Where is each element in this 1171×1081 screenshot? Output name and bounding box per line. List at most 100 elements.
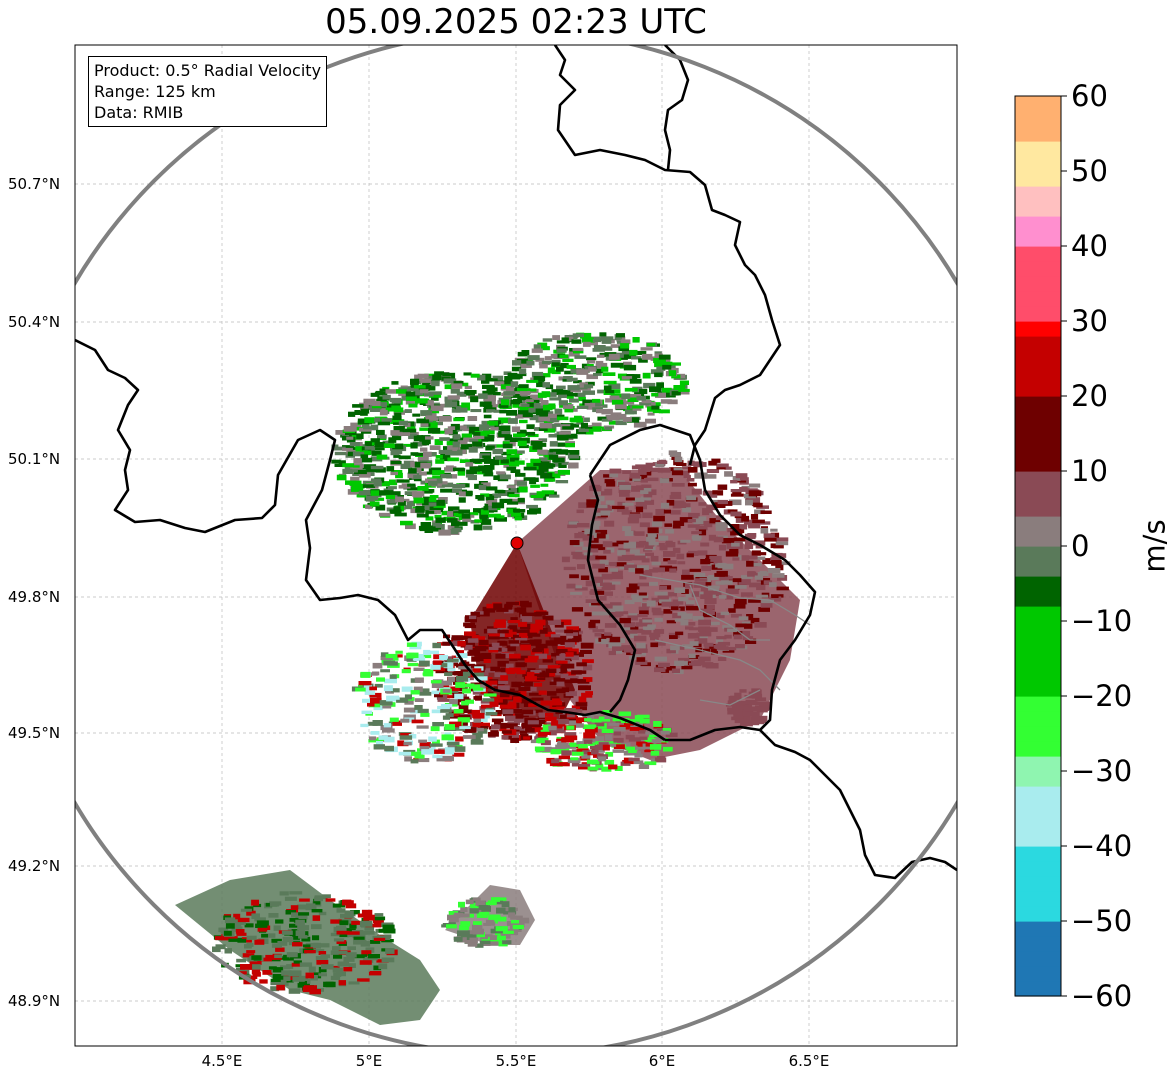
inbound-echo-cell <box>776 537 789 542</box>
south-echo-cell <box>508 907 516 912</box>
inbound-echo-cell <box>582 659 594 664</box>
outbound-echo-cell <box>506 410 518 416</box>
mixed-echo-cell <box>444 747 456 751</box>
outbound-echo-cell <box>651 392 659 397</box>
inbound-echo-cell <box>645 552 654 556</box>
outbound-echo-cell <box>653 402 661 407</box>
inbound-echo-cell <box>727 710 738 715</box>
outbound-echo-cell <box>586 374 598 380</box>
mixed-echo-cell <box>462 735 476 739</box>
inbound-echo-cell <box>753 540 766 546</box>
outbound-echo-cell <box>387 491 401 496</box>
outbound-echo-cell <box>465 462 474 467</box>
outbound-echo-cell <box>621 350 633 355</box>
mixed-echo-cell <box>421 749 435 755</box>
mixed-echo-cell <box>565 745 577 749</box>
outbound-echo-cell <box>499 409 508 414</box>
outbound-echo-cell <box>447 395 460 400</box>
southwest-echo-cell <box>343 956 355 962</box>
outbound-echo-cell <box>428 480 438 486</box>
outbound-echo-cell <box>536 469 545 476</box>
outbound-echo-cell <box>571 339 582 344</box>
mixed-echo-cell <box>566 714 576 718</box>
inbound-echo-cell <box>632 476 642 482</box>
outbound-echo-cell <box>428 467 442 473</box>
outbound-echo-cell <box>549 441 558 447</box>
outbound-echo-cell <box>379 409 388 416</box>
outbound-echo-cell <box>610 412 622 417</box>
inbound-echo-cell <box>689 641 699 646</box>
outbound-echo-cell <box>544 356 552 361</box>
inbound-echo-cell <box>696 591 706 597</box>
southwest-echo-cell <box>269 902 280 907</box>
outbound-echo-cell <box>445 465 454 469</box>
outbound-echo-cell <box>494 381 505 386</box>
inbound-echo-cell <box>497 685 510 691</box>
outbound-echo-cell <box>422 385 436 391</box>
mixed-echo-cell <box>457 717 470 723</box>
inbound-echo-cell <box>674 660 685 666</box>
mixed-echo-cell <box>369 686 377 691</box>
mixed-echo-cell <box>383 660 396 666</box>
mixed-echo-cell <box>431 709 442 714</box>
inbound-echo-cell <box>457 641 466 647</box>
mixed-echo-cell <box>378 735 388 740</box>
outbound-echo-cell <box>420 447 428 452</box>
inbound-echo-cell <box>699 631 712 637</box>
inbound-echo-cell <box>561 556 570 563</box>
inbound-echo-cell <box>535 676 546 680</box>
outbound-echo-cell <box>432 499 445 506</box>
outbound-echo-cell <box>643 382 656 389</box>
inbound-echo-cell <box>639 473 648 479</box>
outbound-echo-cell <box>519 444 529 449</box>
outbound-echo-cell <box>475 495 485 500</box>
outbound-echo-cell <box>410 378 420 385</box>
mixed-echo-cell <box>404 694 412 700</box>
mixed-echo-cell <box>605 751 614 757</box>
inbound-echo-cell <box>659 565 673 570</box>
outbound-echo-cell <box>390 450 403 454</box>
border-belgium-germany <box>553 45 782 466</box>
inbound-echo-cell <box>730 531 743 536</box>
outbound-echo-cell <box>633 421 647 428</box>
outbound-echo-cell <box>629 349 638 356</box>
outbound-echo-cell <box>549 448 562 453</box>
mixed-echo-cell <box>650 750 660 756</box>
mixed-echo-cell <box>613 744 625 749</box>
southwest-echo-cell <box>301 936 311 942</box>
inbound-echo-cell <box>604 591 613 596</box>
outbound-echo-cell <box>495 455 503 460</box>
outbound-echo-cell <box>461 433 473 439</box>
inbound-echo-cell <box>733 631 743 637</box>
inbound-echo-cell <box>670 491 682 497</box>
outbound-echo-cell <box>498 432 509 438</box>
outbound-echo-cell <box>556 449 569 455</box>
mixed-echo-cell <box>485 680 498 685</box>
outbound-echo-cell <box>556 434 569 441</box>
mixed-echo-cell <box>629 726 640 731</box>
mixed-echo-cell <box>418 739 428 743</box>
mixed-echo-cell <box>602 710 613 713</box>
outbound-echo-cell <box>382 440 395 446</box>
inbound-echo-cell <box>659 598 672 604</box>
inbound-echo-cell <box>639 576 647 580</box>
inbound-echo-cell <box>504 603 513 608</box>
inbound-echo-cell <box>733 537 746 542</box>
outbound-echo-cell <box>428 510 441 514</box>
outbound-echo-cell <box>512 404 521 408</box>
mixed-echo-cell <box>623 750 635 756</box>
inbound-echo-cell <box>554 639 565 645</box>
outbound-echo-cell <box>412 413 421 417</box>
inbound-echo-cell <box>576 509 584 514</box>
mixed-echo-cell <box>430 680 442 684</box>
inbound-echo-cell <box>658 535 669 541</box>
inbound-echo-cell <box>697 550 708 556</box>
mixed-echo-cell <box>584 724 597 728</box>
outbound-echo-cell <box>390 452 400 456</box>
mixed-echo-cell <box>409 646 422 650</box>
inbound-echo-cell <box>712 490 724 496</box>
mixed-echo-cell <box>614 765 623 771</box>
outbound-echo-cell <box>439 403 447 407</box>
outbound-echo-cell <box>522 412 533 417</box>
mixed-echo-cell <box>591 749 599 755</box>
